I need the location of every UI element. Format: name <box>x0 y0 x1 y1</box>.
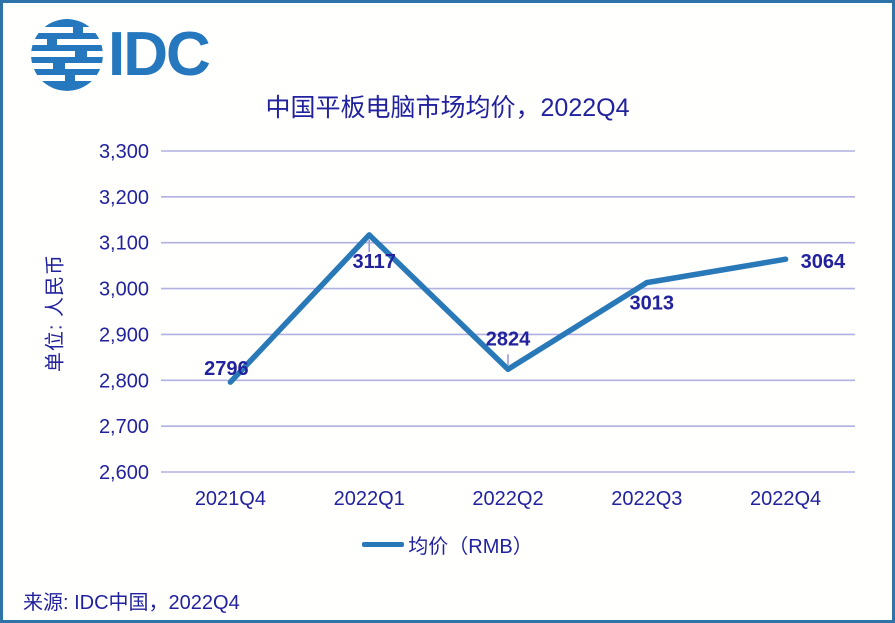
data-label: 3013 <box>630 293 675 315</box>
data-label: 3064 <box>801 251 846 273</box>
legend-label: 均价（RMB） <box>408 535 533 558</box>
y-tick-label: 3,100 <box>99 233 149 255</box>
y-axis-title: 单位: 人民币 <box>44 253 67 373</box>
chart-title: 中国平板电脑市场均价，2022Q4 <box>265 94 630 122</box>
data-label: 3117 <box>353 251 396 273</box>
y-tick-label: 2,600 <box>99 462 149 484</box>
legend-line-swatch <box>362 541 405 547</box>
y-tick-label: 3,000 <box>99 279 149 301</box>
x-axis-label: 2022Q2 <box>472 488 543 510</box>
y-tick-label: 2,700 <box>99 416 149 438</box>
y-tick-label: 2,900 <box>99 324 149 346</box>
x-axis-label: 2022Q4 <box>750 488 821 510</box>
y-tick-label: 3,300 <box>99 141 149 163</box>
idc-logo-text: IDC <box>108 20 211 89</box>
x-axis-label: 2022Q3 <box>611 488 682 510</box>
data-label: 2796 <box>204 358 249 380</box>
idc-logo: IDC <box>31 19 211 91</box>
data-label: 2824 <box>486 328 531 350</box>
x-axis-label: 2022Q1 <box>334 488 405 510</box>
idc-globe-icon <box>31 19 103 91</box>
source-note: 来源: IDC中国，2022Q4 <box>23 592 240 614</box>
x-axis-label: 2021Q4 <box>195 488 266 510</box>
price-line <box>227 232 789 385</box>
y-tick-label: 2,800 <box>99 370 149 392</box>
legend: 均价（RMB） <box>3 531 892 558</box>
y-tick-label: 3,200 <box>99 187 149 209</box>
